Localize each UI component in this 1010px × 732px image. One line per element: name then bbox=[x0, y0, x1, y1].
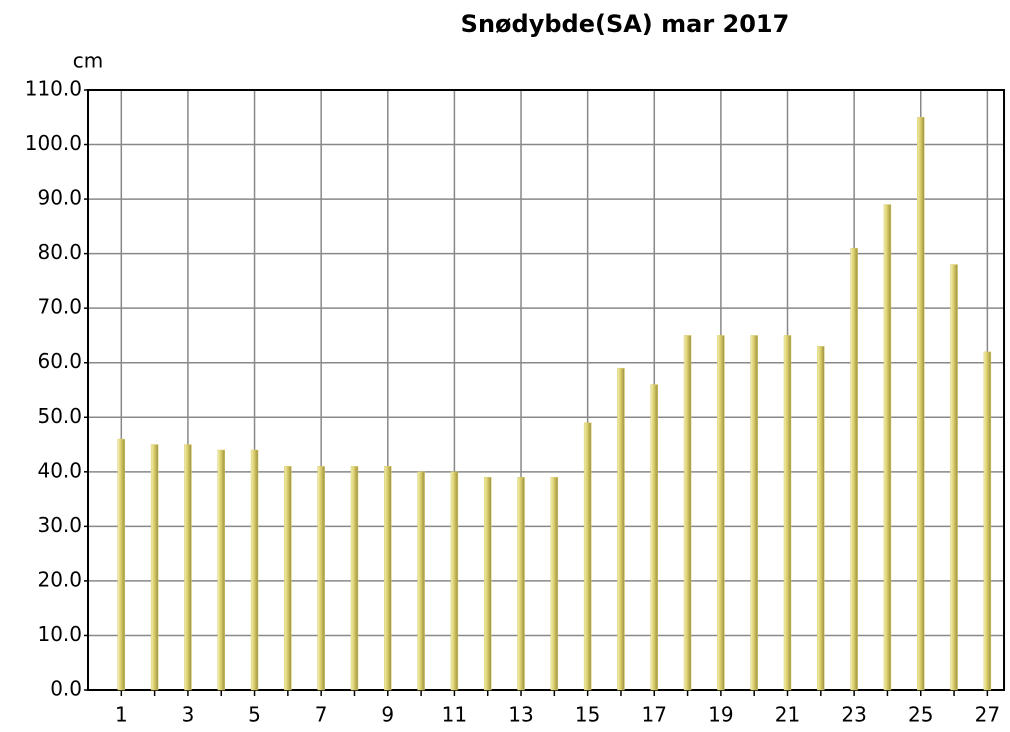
bar bbox=[950, 264, 958, 691]
bar bbox=[517, 477, 525, 691]
bar bbox=[483, 477, 492, 691]
bar bbox=[217, 449, 225, 691]
chart-title: Snødybde(SA) mar 2017 bbox=[461, 10, 790, 38]
bar bbox=[550, 477, 559, 691]
y-tick-label: 20.0 bbox=[37, 567, 82, 591]
bar bbox=[583, 422, 592, 691]
y-tick-label: 60.0 bbox=[37, 349, 82, 373]
y-tick-label: 30.0 bbox=[37, 513, 82, 537]
y-tick-label: 110.0 bbox=[25, 77, 82, 101]
bar bbox=[817, 346, 825, 691]
plot-frame bbox=[87, 89, 1006, 691]
x-tick-label: 17 bbox=[642, 703, 667, 727]
x-tick-label: 25 bbox=[908, 703, 933, 727]
bar bbox=[450, 471, 459, 691]
x-tick-label: 19 bbox=[708, 703, 733, 727]
x-tick-label: 9 bbox=[381, 703, 394, 727]
x-tick-label: 21 bbox=[775, 703, 800, 727]
bar bbox=[783, 335, 792, 691]
bar bbox=[417, 471, 425, 691]
bar bbox=[850, 247, 858, 691]
y-tick-label: 70.0 bbox=[37, 295, 82, 319]
bar bbox=[117, 438, 126, 691]
x-tick-label: 11 bbox=[442, 703, 467, 727]
bar bbox=[384, 466, 392, 691]
bar bbox=[683, 335, 692, 691]
bar bbox=[983, 351, 992, 691]
bar bbox=[184, 444, 192, 691]
x-tick-label: 1 bbox=[115, 703, 128, 727]
y-tick-label: 90.0 bbox=[37, 186, 82, 210]
bar bbox=[717, 335, 725, 691]
x-tick-label: 5 bbox=[248, 703, 261, 727]
bar bbox=[650, 384, 659, 691]
y-tick-label: 80.0 bbox=[37, 240, 82, 264]
bar bbox=[883, 204, 892, 691]
y-tick-label: 100.0 bbox=[25, 131, 82, 155]
x-tick-label: 3 bbox=[182, 703, 195, 727]
x-tick-label: 7 bbox=[315, 703, 328, 727]
bar bbox=[317, 466, 325, 691]
y-tick-label: 0.0 bbox=[50, 677, 82, 701]
bar bbox=[250, 449, 259, 691]
y-tick-label: 10.0 bbox=[37, 622, 82, 646]
y-tick-label: 50.0 bbox=[37, 404, 82, 428]
y-axis-label: cm bbox=[73, 49, 103, 73]
x-tick-label: 23 bbox=[841, 703, 866, 727]
y-tick-label: 40.0 bbox=[37, 458, 82, 482]
x-tick-label: 13 bbox=[508, 703, 533, 727]
bar bbox=[750, 335, 758, 691]
x-tick-label: 27 bbox=[975, 703, 1000, 727]
bar bbox=[350, 466, 359, 691]
x-tick-label: 15 bbox=[575, 703, 600, 727]
bar bbox=[150, 444, 159, 691]
bar bbox=[617, 367, 625, 691]
bar bbox=[917, 117, 925, 691]
bar bbox=[284, 466, 292, 691]
